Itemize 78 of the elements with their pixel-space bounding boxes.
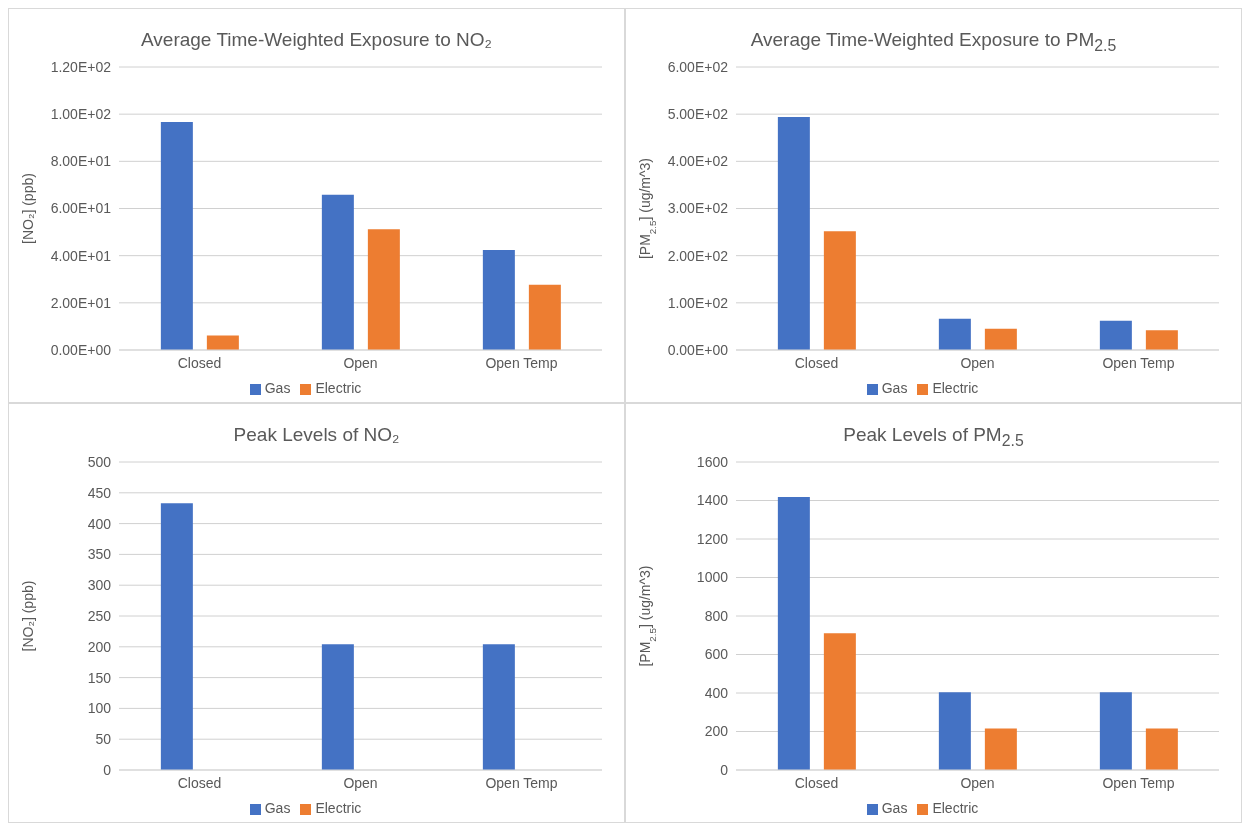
y-axis-title: [NO₂] (ppb) [20,173,36,244]
x-tick-label: Open Temp [485,774,558,791]
legend-label: Electric [315,380,362,396]
legend-label: Electric [315,800,362,816]
x-tick-label: Closed [794,774,839,791]
y-tick-label: 300 [87,577,112,594]
y-tick-label: 6.00E+02 [667,58,729,75]
y-tick-label: 6.00E+01 [50,200,112,217]
y-tick-label: 1400 [696,492,729,509]
bar [938,692,971,770]
legend-label: Gas [264,800,291,816]
x-tick-label: Open [960,774,995,791]
y-tick-label: 0.00E+00 [50,341,112,358]
y-tick-label: 1000 [696,569,729,586]
y-tick-label: 100 [87,700,112,717]
x-tick-label: Open [343,354,378,371]
bar [1099,320,1132,350]
legend-label: Gas [881,800,908,816]
y-tick-label: 4.00E+01 [50,247,112,264]
y-tick-label: 200 [704,723,729,740]
bar [777,497,810,770]
bar [823,231,856,350]
y-tick-label: 2.00E+02 [667,247,729,264]
x-tick-label: Open [960,354,995,371]
x-tick-label: Open [343,774,378,791]
bar [321,194,354,350]
x-tick-label: Closed [177,774,222,791]
legend-label: Electric [932,380,979,396]
bar [1145,330,1178,350]
y-tick-label: 400 [87,515,112,532]
bar [528,284,561,350]
bar [984,728,1017,770]
bar [160,121,193,350]
y-tick-label: 2.00E+01 [50,294,112,311]
y-tick-label: 400 [704,684,729,701]
y-tick-label: 0.00E+00 [667,341,729,358]
y-tick-label: 250 [87,607,112,624]
chart-title: Average Time-Weighted Exposure to PM$_{2.5}$ [749,28,1118,56]
chart-title: Average Time-Weighted Exposure to NO₂ [140,28,493,52]
bar [1145,728,1178,770]
y-tick-label: 8.00E+01 [50,153,112,170]
bar [367,229,400,350]
y-tick-label: 200 [87,638,112,655]
y-tick-label: 600 [704,646,729,663]
bar [777,117,810,350]
x-tick-label: Open Temp [485,354,558,371]
y-tick-label: 50 [95,731,112,748]
y-tick-label: 1.00E+02 [667,294,729,311]
chart-title: Peak Levels of NO₂ [232,423,401,447]
y-axis-title: [NO₂] (ppb) [20,580,36,652]
y-tick-label: 4.00E+02 [667,153,729,170]
y-tick-label: 5.00E+02 [667,106,729,123]
y-tick-label: 1.00E+02 [50,106,112,123]
chart-title: Peak Levels of PM$_{2.5}$ [842,423,1025,451]
legend-label: Gas [881,380,908,396]
bar [823,633,856,770]
y-tick-label: 1200 [696,530,729,547]
y-tick-label: 150 [87,669,112,686]
x-tick-label: Open Temp [1102,354,1175,371]
y-tick-label: 800 [704,607,729,624]
y-tick-label: 500 [87,453,112,470]
bar [206,335,239,350]
x-tick-label: Closed [177,354,222,371]
y-tick-label: 1.20E+02 [50,58,112,75]
x-tick-label: Open Temp [1102,774,1175,791]
bar [482,250,515,350]
y-tick-label: 1600 [696,453,729,470]
y-tick-label: 0 [720,761,729,778]
y-tick-label: 450 [87,484,112,501]
bar [984,328,1017,350]
y-tick-label: 350 [87,546,112,563]
legend-label: Gas [264,380,291,396]
x-tick-label: Closed [794,354,839,371]
legend-label: Electric [932,800,979,816]
y-tick-label: 0 [103,761,112,778]
y-tick-label: 3.00E+02 [667,200,729,217]
bar [1099,692,1132,770]
bar [938,318,971,350]
